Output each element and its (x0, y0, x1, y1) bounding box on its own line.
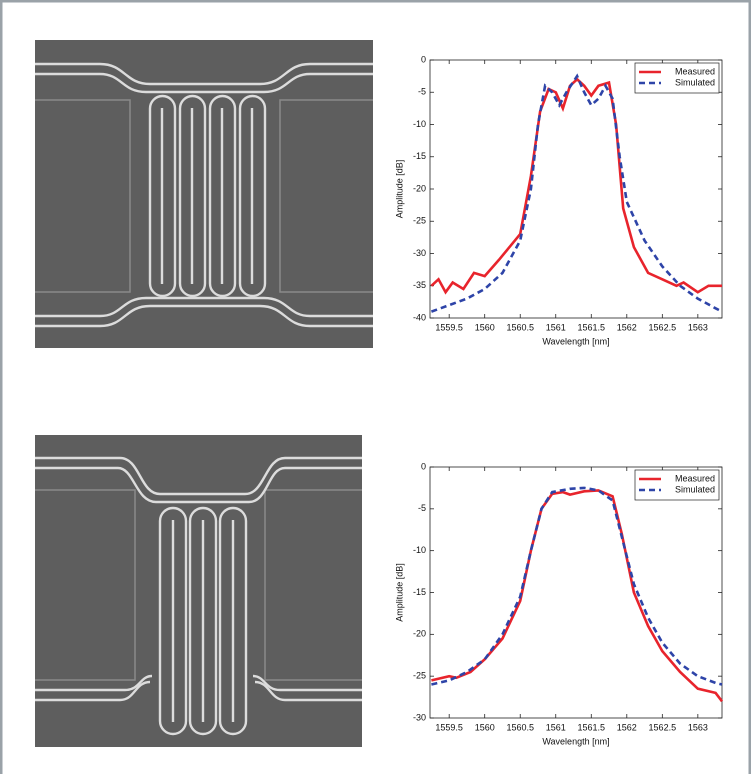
sem-image-top (35, 40, 373, 348)
y-tick-label: 0 (421, 461, 426, 471)
x-tick-label: 1562 (617, 722, 637, 732)
legend-label: Measured (675, 473, 715, 483)
x-tick-label: 1559.5 (435, 322, 463, 332)
legend-box (634, 469, 720, 501)
y-tick-label: -30 (413, 248, 426, 258)
x-tick-label: 1561 (546, 722, 566, 732)
x-tick-label: 1562.5 (649, 322, 677, 332)
y-tick-label: -10 (413, 119, 426, 129)
x-tick-label: 1562 (617, 322, 637, 332)
y-tick-label: -15 (413, 151, 426, 161)
x-tick-label: 1560.5 (506, 322, 534, 332)
series-line (430, 77, 722, 295)
x-tick-label: 1563 (688, 322, 708, 332)
legend-label: Measured (675, 66, 715, 76)
x-tick-label: 1560 (475, 722, 495, 732)
x-tick-label: 1561 (546, 322, 566, 332)
x-tick-label: 1562.5 (649, 722, 677, 732)
x-tick-label: 1560.5 (506, 722, 534, 732)
x-tick-label: 1561.5 (578, 722, 606, 732)
y-tick-label: -40 (413, 312, 426, 322)
x-tick-label: 1560 (475, 322, 495, 332)
x-tick-label: 1561.5 (578, 322, 606, 332)
series-line (430, 73, 723, 313)
y-tick-label: -20 (413, 629, 426, 639)
plot-area (429, 466, 723, 719)
x-tick-label: 1559.5 (435, 722, 463, 732)
y-axis-label: Amplitude [dB] (394, 160, 404, 219)
y-tick-label: -25 (413, 216, 426, 226)
x-axis-label: Wavelength [nm] (542, 336, 609, 346)
chart: -40 -35 -30 -25 -20 -15 -10 -5 0 1559.5 1560 1560.5… (394, 54, 723, 346)
y-tick-label: -15 (413, 587, 426, 597)
y-tick-label: -25 (413, 671, 426, 681)
y-tick-label: -30 (413, 712, 426, 722)
legend-label: Simulated (675, 77, 715, 87)
legend-label: Simulated (675, 484, 715, 494)
y-tick-label: -35 (413, 280, 426, 290)
y-axis-label: Amplitude [dB] (394, 563, 404, 622)
y-tick-label: -5 (418, 503, 426, 513)
legend-box (634, 62, 720, 94)
y-tick-label: -20 (413, 183, 426, 193)
plot-area (429, 59, 723, 319)
y-tick-label: -5 (418, 87, 426, 97)
series-line (431, 486, 723, 686)
x-axis-label: Wavelength [nm] (542, 736, 609, 746)
y-tick-label: 0 (421, 54, 426, 64)
y-tick-label: -10 (413, 545, 426, 555)
chart: -30 -25 -20 -15 -10 -5 0 1559.5 1560 1560.5 1561 15… (394, 461, 724, 746)
x-tick-label: 1563 (688, 722, 708, 732)
sem-image-bottom (35, 435, 362, 747)
